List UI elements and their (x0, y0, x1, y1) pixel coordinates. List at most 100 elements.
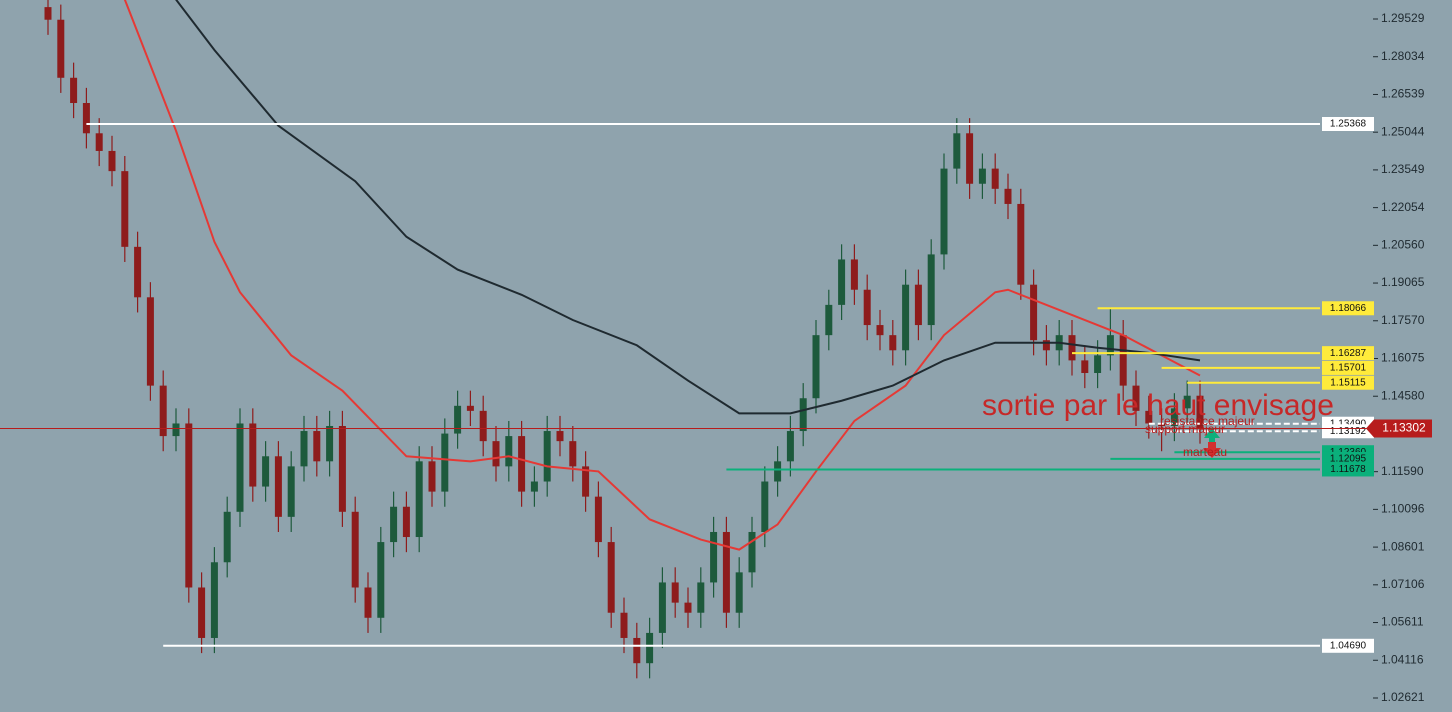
up-arrow (1204, 428, 1220, 444)
candle-body (953, 133, 961, 169)
candle-body (812, 335, 820, 399)
candle-body (684, 602, 692, 613)
level-label: 1.16287 (1330, 348, 1367, 359)
y-tick-label: 1.16075 (1381, 351, 1425, 365)
candle-body (274, 456, 282, 517)
candle-body (774, 461, 782, 482)
candle-body (223, 511, 231, 563)
level-label-box (1322, 424, 1374, 439)
y-tick-label: 1.02621 (1381, 690, 1425, 704)
y-tick-label: 1.29529 (1381, 11, 1425, 25)
candle-body (761, 481, 769, 532)
candle-body (722, 531, 730, 613)
candle-body (466, 405, 474, 411)
candle-body (1094, 355, 1102, 374)
candle-body (70, 77, 78, 104)
y-tick-label: 1.23549 (1381, 162, 1425, 176)
candle-body (863, 289, 871, 326)
note: resistance majeur (1160, 414, 1255, 428)
candle-body (902, 284, 910, 351)
candle-body (569, 441, 577, 467)
level-label: 1.15115 (1330, 377, 1366, 388)
candle-body (262, 456, 270, 487)
candle-body (1183, 395, 1191, 409)
plot: 1.29529 1.28034 1.26539 1.25044 1.23549 1.220… (0, 0, 1432, 704)
candle-body (326, 425, 334, 462)
level-label-box (1322, 375, 1374, 390)
candle-body (927, 254, 935, 326)
candle-body (786, 431, 794, 462)
last-price-box (1366, 419, 1432, 438)
moving-average (123, 0, 1201, 551)
candle-body (1196, 395, 1204, 429)
candle-body (799, 398, 807, 432)
candle-body (121, 171, 129, 247)
candle-body (1042, 340, 1050, 351)
candle-body (825, 304, 833, 336)
candle-body (991, 168, 999, 189)
candle-body (108, 150, 116, 172)
y-tick-label: 1.20560 (1381, 237, 1425, 251)
candle-body (134, 246, 142, 298)
candle-body (454, 405, 462, 434)
candle-body (838, 259, 846, 305)
y-tick-label: 1.04116 (1381, 652, 1424, 666)
level-label-box (1322, 462, 1374, 477)
candle-body (633, 637, 641, 664)
annotation: sortie par le haut envisage (982, 389, 1334, 422)
candle-body (364, 587, 372, 618)
level-label: 1.25368 (1330, 119, 1367, 130)
level-label: 1.15701 (1330, 363, 1367, 374)
candle-body (185, 423, 193, 588)
candle-body (607, 542, 615, 613)
candle-body (479, 410, 487, 442)
candle-body (966, 133, 974, 184)
candle-body (82, 103, 90, 134)
candle-body (748, 531, 756, 573)
candle-body (1158, 423, 1166, 426)
candle-body (300, 431, 308, 467)
level-label: 1.18066 (1330, 303, 1367, 314)
level-label: 1.12095 (1330, 454, 1367, 465)
candle-body (850, 259, 858, 290)
y-tick-label: 1.25044 (1381, 124, 1425, 138)
candle-body (518, 436, 526, 492)
candle-body (57, 19, 65, 78)
candle-body (646, 632, 654, 664)
candle-body (620, 612, 628, 638)
y-tick-label: 1.26539 (1381, 87, 1425, 101)
note: marteau (1183, 445, 1227, 459)
candle-body (710, 531, 718, 583)
last-price-label: 1.13302 (1382, 421, 1426, 435)
level-label-box (1322, 451, 1374, 466)
candle-body (1145, 410, 1153, 424)
candle-body (556, 431, 564, 442)
level-label: 1.04690 (1330, 640, 1367, 651)
candle-body (914, 284, 922, 326)
y-tick-label: 1.22054 (1381, 200, 1425, 214)
level-label-box (1322, 360, 1374, 375)
candle-body (735, 572, 743, 613)
y-tick-label: 1.17570 (1381, 313, 1425, 327)
level-label: 1.13192 (1330, 426, 1367, 437)
candle-body (1004, 188, 1012, 204)
candle-body (313, 431, 321, 462)
y-tick-label: 1.11590 (1381, 464, 1424, 478)
moving-average (175, 0, 1201, 415)
candle-body (236, 423, 244, 512)
candle-body (390, 506, 398, 543)
candle-body (338, 425, 346, 512)
candle-body (249, 423, 257, 487)
candle-body (1068, 335, 1076, 361)
candle-body (44, 7, 52, 20)
candle-body (146, 297, 154, 386)
candle-body (351, 511, 359, 588)
y-tick-label: 1.14580 (1381, 388, 1425, 402)
candle-body (287, 466, 295, 517)
candle-body (441, 433, 449, 492)
candle-body (198, 587, 206, 638)
level-label: 1.11678 (1330, 464, 1366, 475)
y-tick-label: 1.08601 (1381, 539, 1425, 553)
y-tick-label: 1.07106 (1381, 577, 1425, 591)
